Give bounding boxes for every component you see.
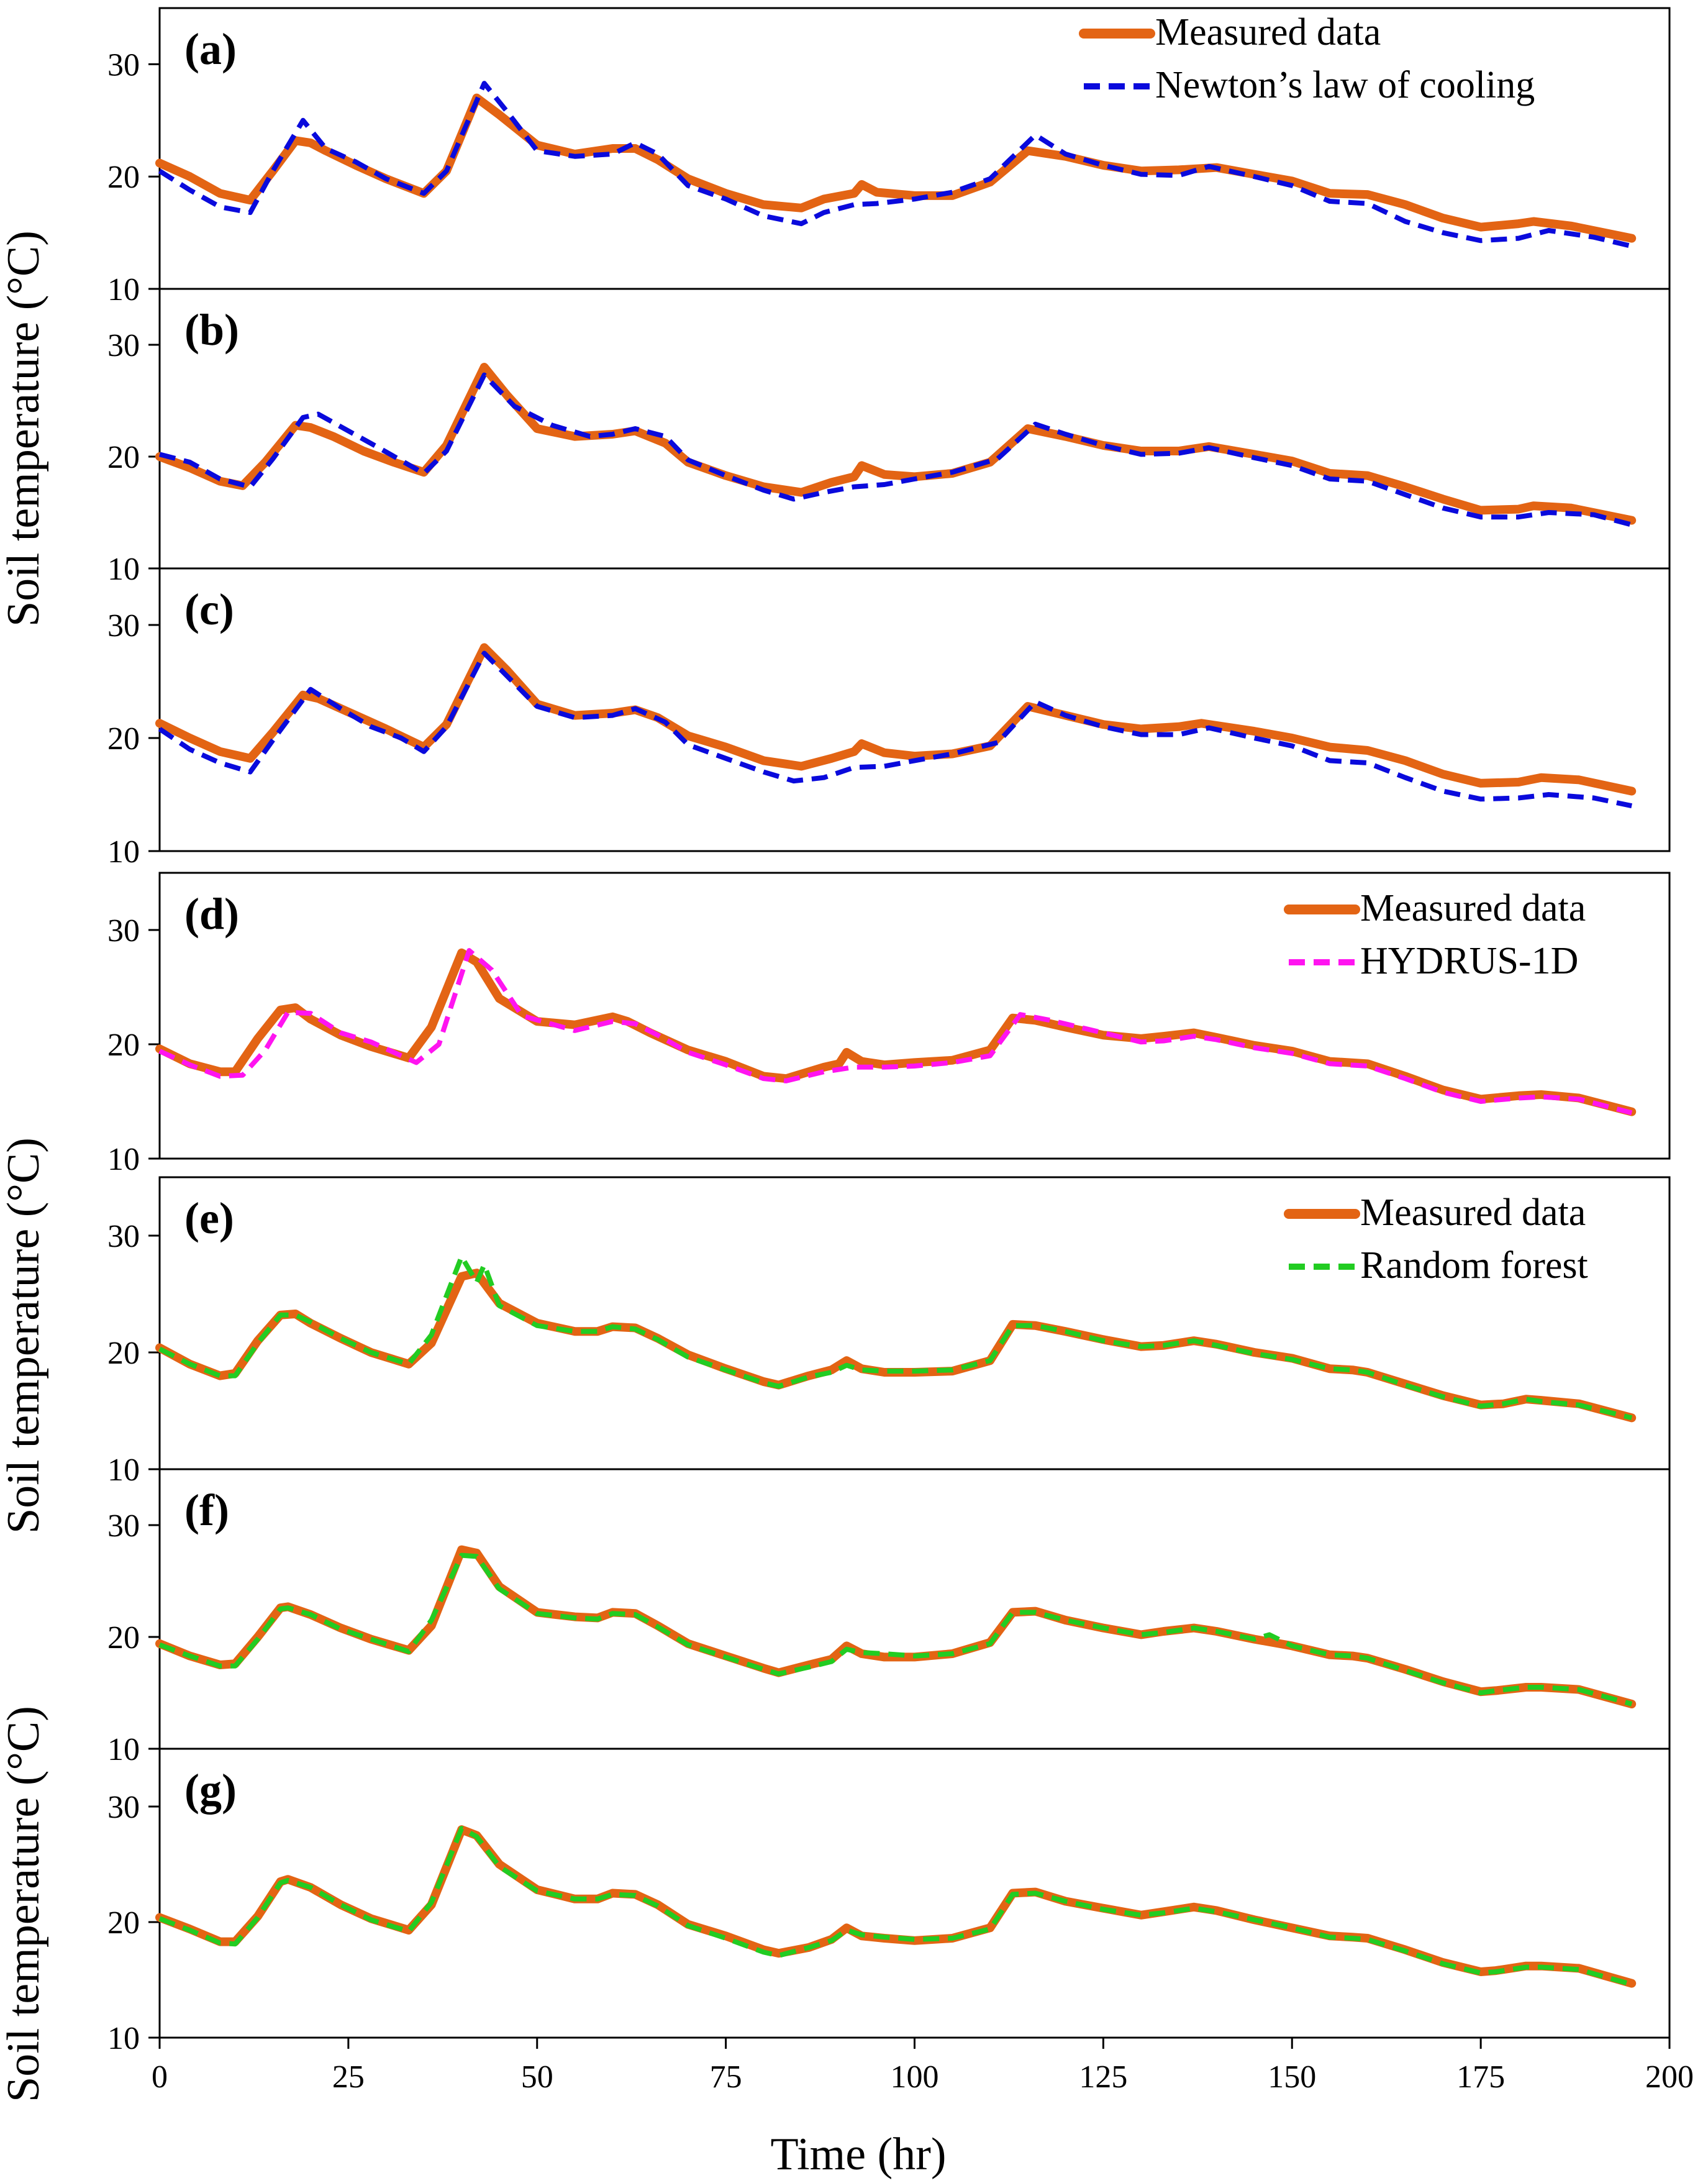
legend: Measured data HYDRUS-1D xyxy=(1284,887,1586,982)
legend-entry: Measured data xyxy=(1360,887,1586,929)
panel-a: 10 20 30 (a) Measured data Newton’s law of co… xyxy=(107,7,1671,308)
y-axis-title-middle: Soil temperature (°C) xyxy=(0,1137,49,1534)
y-tick-label: 30 xyxy=(107,47,140,83)
legend-entry: Random forest xyxy=(1360,1244,1588,1287)
panel-label: (d) xyxy=(184,889,239,939)
series-line-newton xyxy=(158,372,1633,527)
x-tick-label: 75 xyxy=(710,2059,742,2095)
x-tick-label: 100 xyxy=(891,2059,939,2095)
panel-label: (f) xyxy=(184,1485,229,1535)
panel-e: 10 20 30 (e) Measured data Random forest xyxy=(107,1176,1671,1488)
y-tick-label: 10 xyxy=(107,272,140,308)
y-tick-label: 30 xyxy=(107,1790,140,1825)
panel-label: (c) xyxy=(184,585,234,634)
y-tick-label: 30 xyxy=(107,1508,140,1544)
legend-entry: HYDRUS-1D xyxy=(1360,940,1578,982)
legend-entry: Newton’s law of cooling xyxy=(1155,64,1535,106)
series-line-newton xyxy=(158,81,1633,249)
y-tick-label: 20 xyxy=(107,1336,140,1371)
x-axis: 0 25 50 75 100 125 150 175 200 xyxy=(152,2038,1694,2095)
series-line-measured xyxy=(155,1545,1637,1708)
x-tick-label: 175 xyxy=(1456,2059,1505,2095)
y-tick-label: 10 xyxy=(107,552,140,587)
y-tick-label: 10 xyxy=(107,1732,140,1767)
series-line-random_forest xyxy=(158,1254,1633,1421)
y-tick-label: 10 xyxy=(107,1452,140,1488)
panel-g: 10 20 30 (g) xyxy=(107,1748,1671,2056)
panel-f: 10 20 30 (f) xyxy=(107,1468,1671,1767)
y-tick-label: 20 xyxy=(107,440,140,475)
y-tick-label: 30 xyxy=(107,608,140,644)
y-tick-label: 20 xyxy=(107,1028,140,1063)
panel-c: 10 20 30 (c) xyxy=(107,567,1671,870)
x-tick-label: 200 xyxy=(1645,2059,1694,2095)
panel-label: (g) xyxy=(184,1765,237,1815)
y-tick-label: 20 xyxy=(107,1620,140,1656)
legend-entry: Measured data xyxy=(1360,1192,1586,1234)
panel-label: (a) xyxy=(184,24,237,74)
series-line-measured xyxy=(155,93,1637,243)
panel-label: (b) xyxy=(184,305,239,355)
y-tick-label: 20 xyxy=(107,1905,140,1941)
series-line-random_forest xyxy=(158,1552,1633,1707)
plot-frame xyxy=(158,872,1671,1160)
y-axis-title-bottom: Soil temperature (°C) xyxy=(0,1706,49,2102)
legend: Measured data Random forest xyxy=(1284,1192,1588,1287)
y-tick-label: 20 xyxy=(107,721,140,757)
x-tick-label: 50 xyxy=(521,2059,553,2095)
x-axis-title: Time (hr) xyxy=(771,2129,947,2180)
panel-d: 10 20 30 (d) Measured data HYDRUS-1D xyxy=(107,872,1671,1177)
panel-label: (e) xyxy=(184,1193,234,1243)
series-line-hydrus xyxy=(158,948,1633,1116)
x-tick-label: 25 xyxy=(332,2059,365,2095)
plot-frame xyxy=(158,567,1671,852)
legend: Measured data Newton’s law of cooling xyxy=(1079,11,1535,106)
y-tick-label: 10 xyxy=(107,2021,140,2056)
y-tick-label: 20 xyxy=(107,160,140,195)
series-line-measured xyxy=(155,643,1637,796)
series-line-measured xyxy=(155,363,1637,525)
series-line-newton xyxy=(158,650,1633,809)
panels-layer: 10 20 30 (a) Measured data Newton’s law of co… xyxy=(107,7,1671,2056)
x-tick-label: 0 xyxy=(152,2059,168,2095)
legend-entry: Measured data xyxy=(1155,11,1381,53)
x-tick-label: 150 xyxy=(1268,2059,1316,2095)
y-tick-label: 10 xyxy=(107,834,140,870)
y-axis-title-top: Soil temperature (°C) xyxy=(0,230,49,627)
y-tick-label: 30 xyxy=(107,328,140,363)
y-tick-label: 30 xyxy=(107,1219,140,1254)
y-tick-label: 30 xyxy=(107,913,140,949)
y-tick-label: 10 xyxy=(107,1142,140,1177)
x-tick-label: 125 xyxy=(1079,2059,1127,2095)
series-line-random_forest xyxy=(158,1826,1633,1987)
